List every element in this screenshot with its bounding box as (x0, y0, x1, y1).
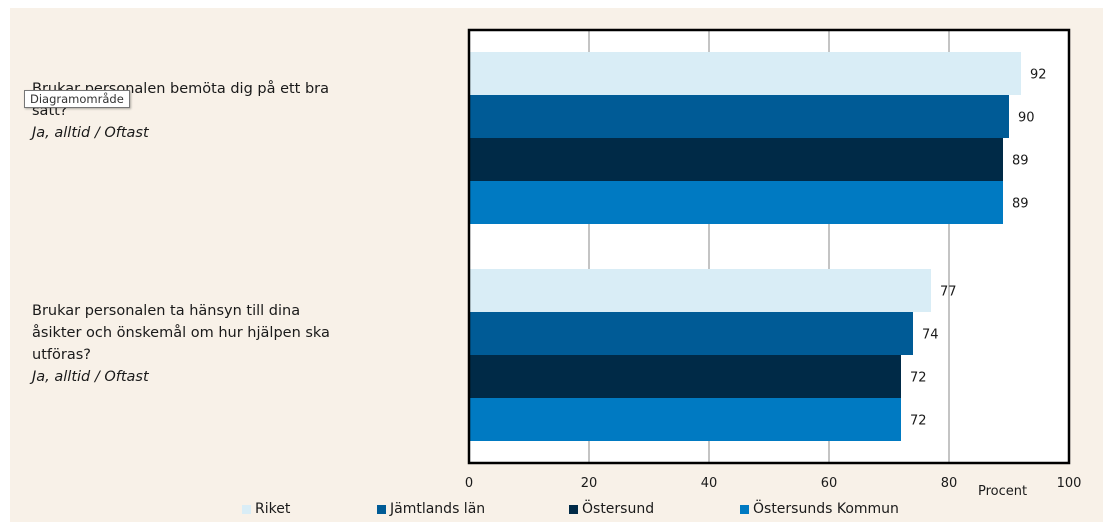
x-tick-label: 100 (1057, 476, 1082, 491)
data-label: 74 (922, 328, 939, 343)
bar (469, 138, 1003, 181)
bar (469, 52, 1021, 95)
legend-swatch (569, 504, 578, 514)
bar-chart[interactable]: 92 77 90 74 89 72 89 72 0 20 40 60 80 100 Procent (0, 0, 1103, 500)
plot-border (467, 28, 1071, 465)
legend-label: Jämtlands län (390, 501, 486, 517)
x-tick-label: 60 (821, 476, 838, 491)
x-tick-label: 20 (581, 476, 598, 491)
bar (469, 398, 901, 441)
legend-label: Östersunds Kommun (753, 501, 899, 517)
chart-legend: Riket Jämtlands län Östersund Östersunds Ko… (0, 501, 1103, 519)
question-sub-1: Ja, alltid / Oftast (32, 125, 149, 141)
question-text-2: Brukar personalen ta hänsyn till dina ås… (32, 303, 330, 363)
x-axis-label: Procent (978, 484, 1027, 499)
x-tick-label: 0 (465, 476, 473, 491)
data-label: 72 (910, 371, 927, 386)
legend-label: Riket (255, 501, 291, 517)
question-label-2: Brukar personalen ta hänsyn till dina ås… (32, 300, 332, 388)
legend-swatch (242, 504, 251, 514)
bar (469, 269, 931, 312)
bar (469, 181, 1003, 224)
x-tick-label: 80 (941, 476, 958, 491)
legend-swatch (740, 504, 749, 514)
legend-swatch (377, 504, 386, 514)
legend-label: Östersund (582, 501, 655, 517)
data-label: 89 (1012, 197, 1029, 212)
legend-item: Jämtlands län (377, 501, 485, 517)
data-label: 92 (1030, 68, 1047, 83)
question-sub-2: Ja, alltid / Oftast (32, 369, 149, 385)
bar (469, 95, 1009, 138)
x-tick-label: 40 (701, 476, 718, 491)
chart-area-tooltip: Diagramområde (24, 90, 130, 108)
data-label: 72 (910, 414, 927, 429)
legend-item: Östersund (569, 501, 654, 517)
legend-item: Östersunds Kommun (740, 501, 899, 517)
bar (469, 312, 913, 355)
bar (469, 355, 901, 398)
data-label: 89 (1012, 154, 1029, 169)
data-label: 90 (1018, 111, 1035, 126)
legend-item: Riket (242, 501, 290, 517)
data-label: 77 (940, 285, 957, 300)
